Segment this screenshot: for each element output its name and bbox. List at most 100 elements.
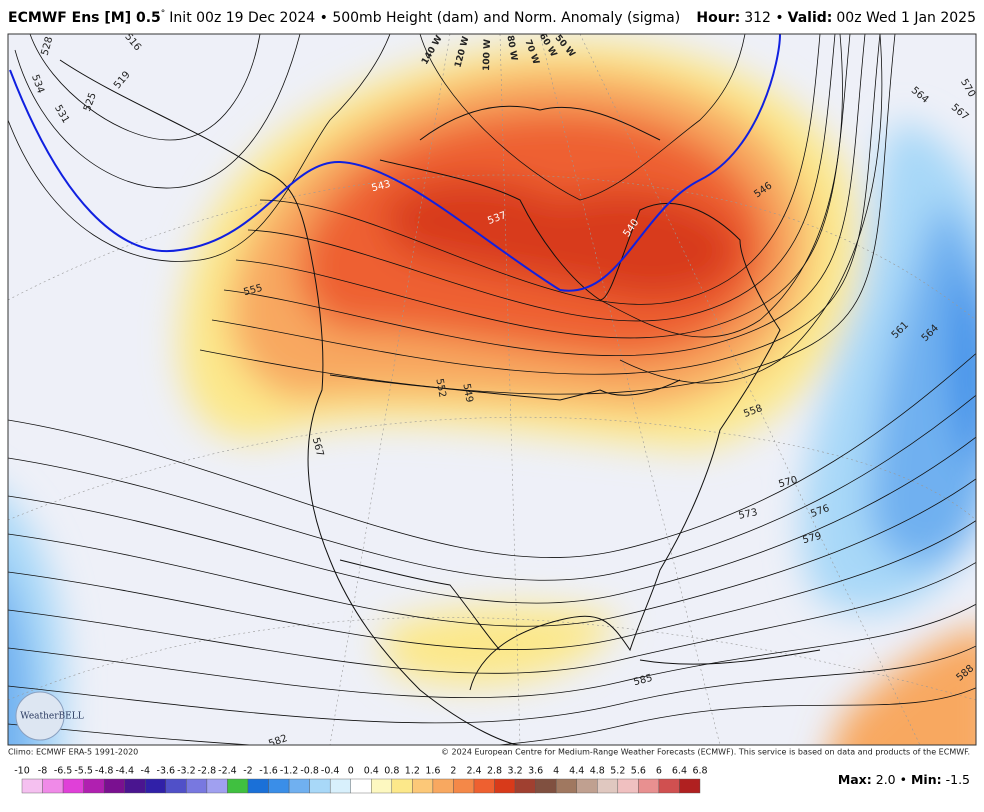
max: 2.0 •: [876, 772, 907, 787]
colorbar-tick-label: 0: [348, 766, 354, 777]
colorbar-tick-label: 2: [450, 766, 456, 777]
min-label: Min:: [911, 772, 942, 787]
contour-line: [8, 478, 976, 627]
colorbar-tick-label: -6.5: [54, 766, 73, 777]
contour-line: [211, 34, 881, 375]
contour-line: [8, 561, 976, 674]
colorbar-tick-label: 4.8: [590, 766, 605, 777]
colorbar-tick-label: 4: [553, 766, 559, 777]
coastlines-borders: [59, 59, 821, 745]
colorbar-tick-label: 0.4: [364, 766, 379, 777]
colorbar-segment: [186, 778, 208, 794]
anomaly-shading: [8, 40, 976, 745]
colorbar-segment: [268, 778, 290, 794]
colorbar-tick-label: 6.8: [692, 766, 707, 777]
colorbar-tick-label: -5.5: [74, 766, 93, 777]
colorbar-segment: [638, 778, 660, 794]
longitude-label: 80 W: [504, 35, 518, 62]
header-description: Init 00z 19 Dec 2024 • 500mb Height (dam…: [169, 10, 680, 26]
valid-label: Valid:: [788, 10, 833, 26]
contour-label: 555: [242, 283, 263, 299]
contour-line: [8, 520, 976, 650]
colorbar-tick-label: -0.4: [321, 766, 340, 777]
colorbar-segment: [227, 778, 249, 794]
contour-line: [247, 34, 836, 322]
contour-label: 528: [40, 35, 56, 56]
contour-label: 585: [632, 673, 653, 689]
colorbar-segment: [42, 778, 64, 794]
contour-line: [8, 603, 976, 699]
contour-label: 579: [801, 531, 822, 547]
map-frame: [7, 33, 977, 746]
colorbar-tick-label: -4.8: [95, 766, 114, 777]
colorbar-segment: [473, 778, 495, 794]
min: -1.5: [946, 772, 970, 787]
contour-label: 549: [460, 383, 474, 404]
contour-line: [8, 687, 976, 745]
colorbar-tick-label: -4.4: [115, 766, 134, 777]
colorbar-segment: [555, 778, 577, 794]
colorbar-tick-label: 3.6: [528, 766, 543, 777]
copyright: © 2024 European Centre for Medium-Range …: [441, 748, 970, 757]
colorbar-segment: [617, 778, 639, 794]
contour-line: [259, 34, 821, 305]
colorbar-tick-label: -8: [38, 766, 47, 777]
colorbar-segment: [329, 778, 351, 794]
contour-540: [9, 34, 781, 292]
colorbar-segment: [165, 778, 187, 794]
contour-label: 543: [370, 179, 391, 195]
contour-line: [8, 436, 976, 604]
colorbar-segment: [453, 778, 475, 794]
colorbar-segment: [350, 778, 372, 794]
stats: Max: 2.0 • Min: -1.5: [838, 772, 970, 787]
contour-line: [8, 352, 976, 558]
colorbar-tick-label: 2.4: [466, 766, 481, 777]
colorbar-segment: [576, 778, 598, 794]
colorbar-tick-label: -2.8: [198, 766, 217, 777]
colorbar-tick-label: 6: [656, 766, 662, 777]
model-name: ECMWF Ens [M] 0.5: [8, 10, 161, 26]
colorbar-tick-label: -3.2: [177, 766, 196, 777]
colorbar-tick-label: -2.4: [218, 766, 237, 777]
header-left: ECMWF Ens [M] 0.5° Init 00z 19 Dec 2024 •…: [8, 9, 680, 27]
contour-label: 567: [310, 436, 326, 457]
contour-label: 570: [777, 475, 798, 491]
colorbar-tick-label: 1.6: [425, 766, 440, 777]
longitude-label: 100 W: [482, 39, 493, 71]
hour: 312 •: [744, 10, 783, 26]
colorbar-tick-label: -0.8: [300, 766, 319, 777]
colorbar-segment: [679, 778, 701, 794]
colorbar-segment: [124, 778, 146, 794]
colorbar-segment: [103, 778, 125, 794]
contour-line: [8, 394, 976, 581]
colorbar-tick-label: 5.2: [610, 766, 625, 777]
colorbar-tick-label: 6.4: [672, 766, 687, 777]
colorbar-tick-label: -10: [14, 766, 30, 777]
colorbar-segment: [247, 778, 269, 794]
colorbar-tick-label: 2.8: [487, 766, 502, 777]
colorbar-tick-label: 3.2: [508, 766, 523, 777]
valid: 00z Wed 1 Jan 2025: [836, 10, 976, 26]
contour-line: [235, 34, 851, 339]
contour-label: 552: [433, 378, 447, 399]
max-label: Max:: [838, 772, 872, 787]
colorbar-segment: [288, 778, 310, 794]
colorbar-segment: [412, 778, 434, 794]
colorbar-segment: [514, 778, 536, 794]
colorbar-tick-label: -1.2: [280, 766, 299, 777]
climo-note: Climo: ECMWF ERA-5 1991-2020: [8, 748, 138, 757]
contour-label: 582: [267, 733, 289, 750]
height-contours: [8, 34, 976, 745]
logo-badge: [15, 691, 65, 741]
contour-line: [8, 645, 976, 724]
colorbar-segment: [83, 778, 105, 794]
colorbar-segment: [658, 778, 680, 794]
colorbar-tick-label: -3.6: [157, 766, 176, 777]
colorbar-tick-label: 0.8: [384, 766, 399, 777]
colorbar: -10 -8 -6.5 -5.5 -4.8 -4.4 -4 -3.6 -3.2 -2.8 -2.4-…: [14, 766, 708, 794]
colorbar-segment: [494, 778, 516, 794]
colorbar-segment: [391, 778, 413, 794]
colorbar-tick-label: 5.6: [631, 766, 646, 777]
colorbar-segment: [62, 778, 84, 794]
